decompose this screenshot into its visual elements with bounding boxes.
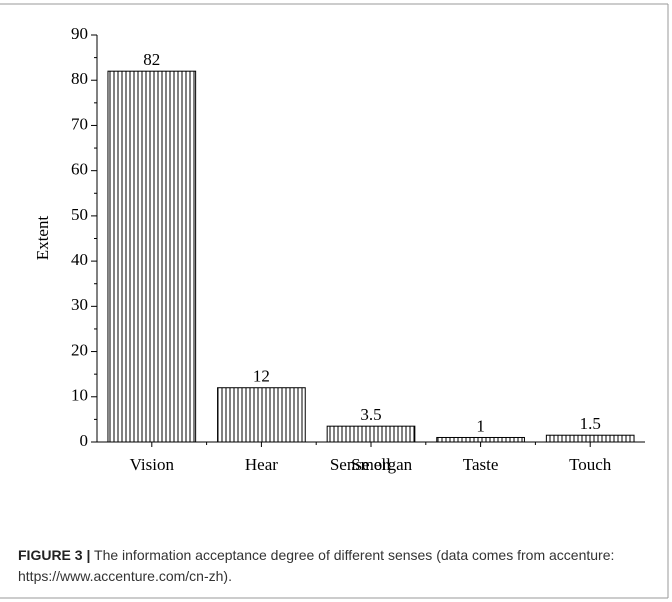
- bar: [436, 436, 525, 443]
- y-tick-label: 60: [71, 160, 88, 179]
- y-axis-label: Extent: [33, 216, 52, 261]
- y-tick-label: 80: [71, 69, 88, 88]
- value-label: 3.5: [360, 405, 381, 424]
- bar: [545, 434, 635, 443]
- bar: [107, 70, 197, 443]
- y-tick-label: 10: [71, 386, 88, 405]
- y-tick-label: 20: [71, 340, 88, 359]
- x-tick-label: Hear: [245, 455, 278, 474]
- x-tick-label: Vision: [130, 455, 175, 474]
- value-label: 12: [253, 367, 270, 386]
- caption-label: FIGURE 3 |: [18, 547, 91, 563]
- x-tick-label: Taste: [463, 455, 499, 474]
- value-label: 1: [476, 416, 485, 435]
- y-tick-label: 70: [71, 114, 88, 133]
- bar: [217, 387, 306, 443]
- y-tick-label: 50: [71, 205, 88, 224]
- y-tick-label: 0: [80, 431, 89, 450]
- y-tick-label: 90: [71, 24, 88, 43]
- caption: FIGURE 3 | The information acceptance de…: [18, 545, 658, 587]
- y-tick-label: 40: [71, 250, 88, 269]
- x-tick-label: Smell: [351, 455, 391, 474]
- x-tick-label: Touch: [569, 455, 612, 474]
- x-axis-label: Sense organ: [330, 455, 413, 474]
- bar: [326, 425, 416, 443]
- caption-text: The information acceptance degree of dif…: [18, 547, 615, 584]
- value-label: 1.5: [580, 414, 601, 433]
- y-tick-label: 30: [71, 295, 88, 314]
- value-label: 82: [143, 50, 160, 69]
